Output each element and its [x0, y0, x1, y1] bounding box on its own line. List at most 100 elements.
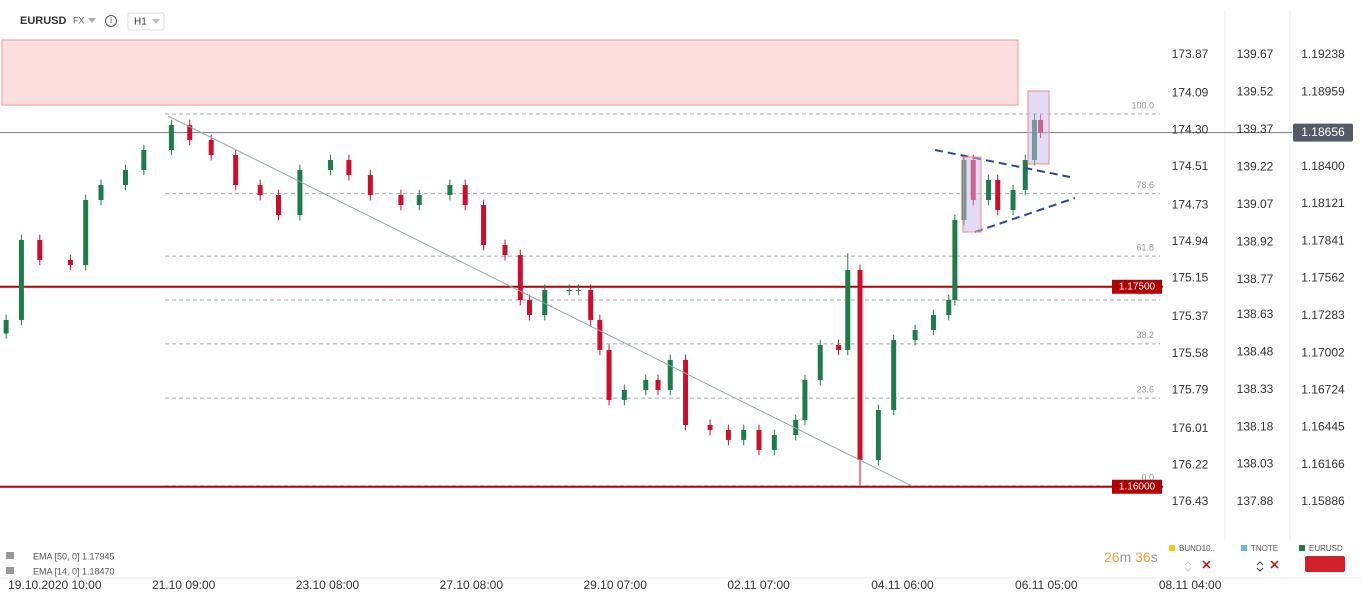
instrument[interactable]: TNOTE — [1251, 544, 1278, 553]
candle-body — [566, 289, 572, 291]
supply-zone — [1, 39, 1019, 106]
candle-body — [857, 269, 863, 460]
current-price-tag — [1293, 123, 1353, 142]
candle-body — [122, 169, 128, 186]
y-tick-label: 176.22 — [1172, 458, 1209, 472]
candle-body — [946, 299, 952, 316]
triangle-upper — [934, 149, 1071, 178]
candle-body — [836, 345, 842, 350]
candle-body — [447, 185, 453, 196]
close-icon[interactable] — [1270, 560, 1279, 569]
candle-body — [952, 219, 958, 300]
instrument[interactable]: EURUSD — [1309, 544, 1343, 553]
candle-body — [141, 149, 147, 170]
plot: 100.078.661.850.038.223.60.01.175001.160… — [0, 39, 1292, 494]
candle-body — [367, 175, 373, 196]
y-tick-label: 174.30 — [1172, 122, 1209, 136]
candle-body — [208, 139, 214, 156]
candle-body — [741, 429, 747, 440]
candle-body — [462, 185, 468, 206]
timer-minutes: 26 — [1104, 549, 1120, 565]
candle-body — [67, 259, 73, 266]
order-icon[interactable] — [1256, 561, 1264, 572]
y-tick-label: 174.94 — [1172, 234, 1209, 248]
candle-body — [187, 125, 193, 140]
candle-body — [328, 159, 334, 170]
indicator-label[interactable]: EMA [14, 0] 1.18470 — [33, 566, 115, 576]
info-i: i — [110, 16, 112, 25]
info-icon[interactable] — [105, 15, 117, 27]
candle-body — [276, 195, 282, 216]
level-label: 1.17500 — [1119, 281, 1156, 292]
indicator-label[interactable]: EMA [50, 0] 1.17945 — [33, 551, 115, 561]
timeframe-box[interactable] — [127, 12, 165, 31]
candle-body — [912, 329, 918, 340]
timeframe-arrow — [152, 19, 160, 24]
fib-label: 0.0 — [1141, 472, 1154, 482]
candle-body — [845, 269, 851, 350]
candle-body — [891, 339, 897, 410]
y-tick-label: 175.37 — [1172, 309, 1209, 323]
x-tick-label: 06.11 05:00 — [1015, 578, 1078, 592]
x-tick-label: 08.11 04:00 — [1159, 578, 1222, 592]
x-tick-label: 27.10 08:00 — [440, 578, 504, 592]
current-price-label: 1.18656 — [1301, 125, 1345, 139]
candle-body — [398, 195, 404, 206]
y-tick-label: 1.18400 — [1301, 159, 1345, 173]
candle-body — [707, 425, 713, 430]
y-tick-label: 175.58 — [1172, 346, 1209, 360]
candle-body — [575, 289, 581, 291]
y-tick-label: 138.33 — [1237, 382, 1274, 396]
y-tick-label: 1.18121 — [1301, 196, 1345, 210]
instrument-swatch — [1241, 545, 1247, 551]
candle-body — [297, 169, 303, 216]
candle-body — [986, 179, 992, 200]
y-tick-label: 139.52 — [1237, 85, 1274, 99]
candle-body — [3, 319, 9, 334]
candle-body — [1010, 189, 1016, 210]
candle-body — [930, 315, 936, 330]
candle-body — [756, 429, 762, 450]
candle-body — [771, 435, 777, 450]
active-instrument-controls[interactable] — [1305, 556, 1345, 572]
candle-body — [655, 379, 661, 390]
y-tick-label: 174.09 — [1172, 86, 1209, 100]
timer-unit: s — [1151, 549, 1158, 565]
y-tick-label: 175.79 — [1172, 382, 1209, 396]
x-tick-label: 02.11 07:00 — [727, 578, 790, 592]
y-tick-label: 174.51 — [1172, 159, 1209, 173]
symbol[interactable]: EURUSD — [20, 15, 67, 27]
x-tick-label: 23.10 08:00 — [296, 578, 360, 592]
x-tick-label: 19.10.2020 10:00 — [8, 578, 102, 592]
candle-body — [1022, 159, 1028, 190]
y-tick-label: 1.19238 — [1301, 47, 1345, 61]
y-tick-label: 175.15 — [1172, 271, 1209, 285]
dropdown-icon[interactable] — [88, 18, 96, 23]
timer-unit: m — [1120, 549, 1132, 565]
y-tick-label: 1.16166 — [1301, 457, 1345, 471]
indicator-legend: EMA [50, 0] 1.17945 EMA [14, 0] 1.18470 — [6, 551, 115, 576]
candle-body — [257, 185, 263, 196]
y-tick-label: 1.15886 — [1301, 494, 1345, 508]
y-tick-label: 138.18 — [1237, 419, 1274, 433]
candle-body — [606, 349, 612, 400]
fib-label: 61.8 — [1136, 242, 1154, 252]
level-label: 1.16000 — [1119, 481, 1156, 492]
candle-body — [98, 185, 104, 200]
y-tick-label: 139.67 — [1237, 47, 1274, 61]
timeframe[interactable]: H1 — [134, 17, 147, 28]
candle-body — [233, 155, 239, 186]
close-icon[interactable] — [1202, 560, 1211, 569]
y-tick-label: 139.37 — [1237, 122, 1274, 136]
y-tick-label: 1.16724 — [1301, 382, 1345, 396]
order-icon[interactable] — [1184, 561, 1192, 572]
trend-line — [167, 115, 913, 487]
candle-body — [588, 289, 594, 320]
instrument[interactable]: BUND10.. — [1179, 544, 1215, 553]
fib-label: 78.6 — [1136, 180, 1154, 190]
candle-body — [667, 359, 673, 390]
y-tick-label: 1.17841 — [1301, 233, 1345, 247]
candle-body — [683, 359, 689, 426]
candle-body — [517, 255, 523, 300]
indicator-icon — [6, 567, 14, 574]
